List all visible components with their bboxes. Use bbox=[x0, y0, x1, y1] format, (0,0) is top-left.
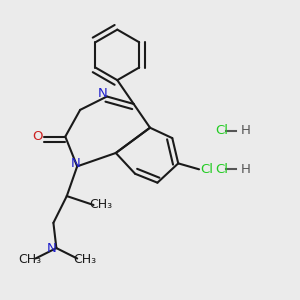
Text: N: N bbox=[98, 87, 107, 100]
Text: CH₃: CH₃ bbox=[18, 254, 41, 266]
Text: H: H bbox=[241, 163, 250, 176]
Text: Cl: Cl bbox=[200, 163, 213, 176]
Text: Cl: Cl bbox=[215, 124, 228, 137]
Text: H: H bbox=[241, 124, 250, 137]
Text: Cl: Cl bbox=[215, 163, 228, 176]
Text: O: O bbox=[33, 130, 43, 143]
Text: CH₃: CH₃ bbox=[89, 199, 112, 212]
Text: N: N bbox=[71, 157, 81, 170]
Text: CH₃: CH₃ bbox=[73, 254, 96, 266]
Text: N: N bbox=[47, 242, 57, 255]
